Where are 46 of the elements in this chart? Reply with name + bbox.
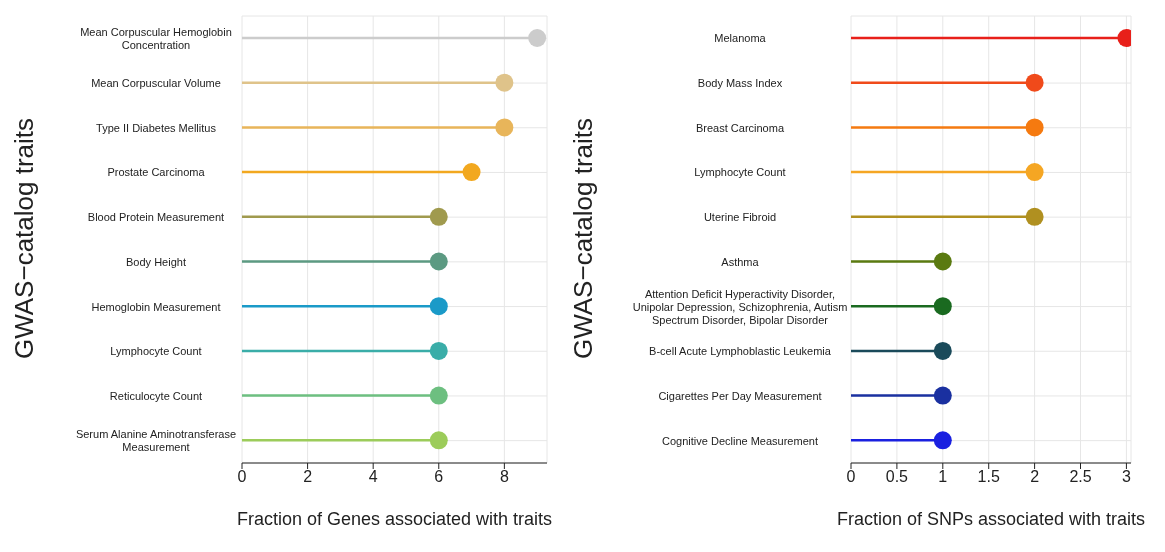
y-tick-label: Hemoglobin Measurement [91,300,221,313]
y-tick-label: Mean Corpuscular Hemoglobin Concentration [80,25,232,51]
x-tick-label: 2 [303,468,313,486]
y-tick-label: Body Height [126,255,186,268]
y-tick-label: Mean Corpuscular Volume [91,77,221,90]
x-tick-label: 2 [1030,468,1040,486]
x-tick-label: 2.5 [1069,468,1092,486]
point [429,431,448,450]
y-tick-label: B-cell Acute Lymphoblastic Leukemia [649,345,832,358]
y-tick-label: Body Mass Index [697,77,783,90]
y-tick-label: Attention Deficit Hyperactivity Disorder, Unipolar Depression, Schizophrenia, Autism Spectrum Disorder, Bipolar Disorder [632,287,848,326]
x-tick-label: 0 [846,468,856,486]
x-tick-label: 0 [237,468,247,486]
x-tick-label: 0.5 [885,468,909,486]
x-tick-label: 6 [434,468,444,486]
y-tick-label: Prostate Carcinoma [107,166,206,179]
x-tick-label: 4 [368,468,378,486]
point [495,118,514,137]
y-tick-label: Serum Alanine Aminotransferase Measurement [75,428,237,454]
y-tick-label: Uterine Fibroid [703,211,777,224]
y-tick-label: Cognitive Decline Measurement [662,434,818,447]
y-axis-title: GWAS−catalog traits [568,117,600,359]
y-tick-label: Lymphocyte Count [110,345,202,358]
x-axis-title: Fraction of Genes associated with traits [236,509,553,529]
point [462,163,481,182]
y-tick-label: Melanoma [714,32,767,45]
x-axis-title: Fraction of SNPs associated with traits [836,509,1146,529]
y-tick-label: Reticulocyte Count [109,389,203,402]
point [429,252,448,271]
point [429,297,448,316]
x-tick-label: 8 [499,468,509,486]
x-tick-label: 3 [1121,468,1131,486]
y-tick-label: Blood Protein Measurement [87,211,225,224]
point [528,29,547,47]
y-tick-label: Lymphocyte Count [694,166,786,179]
point [429,341,448,360]
x-tick-label: 1 [938,468,948,486]
point [495,73,514,92]
x-tick-label: 1.5 [977,468,1000,486]
y-tick-label: Cigarettes Per Day Measurement [658,389,822,402]
y-tick-label: Asthma [721,255,760,268]
y-tick-label: Breast Carcinoma [695,121,785,134]
point [429,207,448,226]
y-tick-label: Type II Diabetes Mellitus [96,121,217,134]
point [429,386,448,405]
y-axis-title: GWAS−catalog traits [9,117,41,359]
